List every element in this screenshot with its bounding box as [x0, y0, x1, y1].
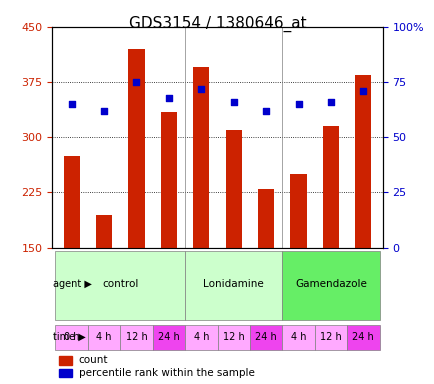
Text: 24 h: 24 h: [352, 332, 373, 342]
FancyBboxPatch shape: [184, 325, 217, 350]
Bar: [225, 130, 241, 248]
Point: [133, 79, 140, 85]
Bar: [257, 189, 273, 248]
Text: agent ▶: agent ▶: [53, 279, 92, 289]
Point: [359, 88, 366, 94]
Text: Lonidamine: Lonidamine: [203, 279, 263, 289]
Bar: [59, 356, 72, 364]
FancyBboxPatch shape: [282, 252, 379, 319]
Bar: [355, 75, 371, 248]
Text: count: count: [79, 355, 108, 365]
FancyBboxPatch shape: [282, 325, 314, 350]
Point: [197, 86, 204, 92]
FancyBboxPatch shape: [88, 325, 120, 350]
Bar: [193, 67, 209, 248]
Text: percentile rank within the sample: percentile rank within the sample: [79, 368, 254, 378]
Point: [294, 101, 301, 107]
FancyBboxPatch shape: [314, 325, 346, 350]
Text: 0 h: 0 h: [64, 332, 79, 342]
Bar: [59, 369, 72, 377]
Bar: [128, 49, 144, 248]
FancyBboxPatch shape: [184, 252, 282, 319]
Point: [262, 108, 269, 114]
Bar: [322, 126, 338, 248]
Text: Gamendazole: Gamendazole: [294, 279, 366, 289]
Point: [100, 108, 107, 114]
FancyBboxPatch shape: [120, 325, 152, 350]
Bar: [290, 174, 306, 248]
Text: 24 h: 24 h: [158, 332, 179, 342]
FancyBboxPatch shape: [152, 325, 184, 350]
FancyBboxPatch shape: [55, 325, 88, 350]
Text: control: control: [102, 279, 138, 289]
Point: [165, 94, 172, 101]
Text: 4 h: 4 h: [96, 332, 112, 342]
FancyBboxPatch shape: [55, 252, 184, 319]
Text: 12 h: 12 h: [125, 332, 147, 342]
FancyBboxPatch shape: [217, 325, 250, 350]
Text: 12 h: 12 h: [222, 332, 244, 342]
Text: time ▶: time ▶: [53, 332, 85, 342]
Point: [327, 99, 334, 105]
FancyBboxPatch shape: [346, 325, 379, 350]
Bar: [63, 156, 79, 248]
Point: [230, 99, 237, 105]
Text: 24 h: 24 h: [255, 332, 276, 342]
Text: 12 h: 12 h: [319, 332, 341, 342]
Text: 4 h: 4 h: [193, 332, 209, 342]
Bar: [161, 111, 177, 248]
FancyBboxPatch shape: [250, 325, 282, 350]
Bar: [96, 215, 112, 248]
Text: GDS3154 / 1380646_at: GDS3154 / 1380646_at: [128, 15, 306, 31]
Point: [68, 101, 75, 107]
Text: 4 h: 4 h: [290, 332, 306, 342]
